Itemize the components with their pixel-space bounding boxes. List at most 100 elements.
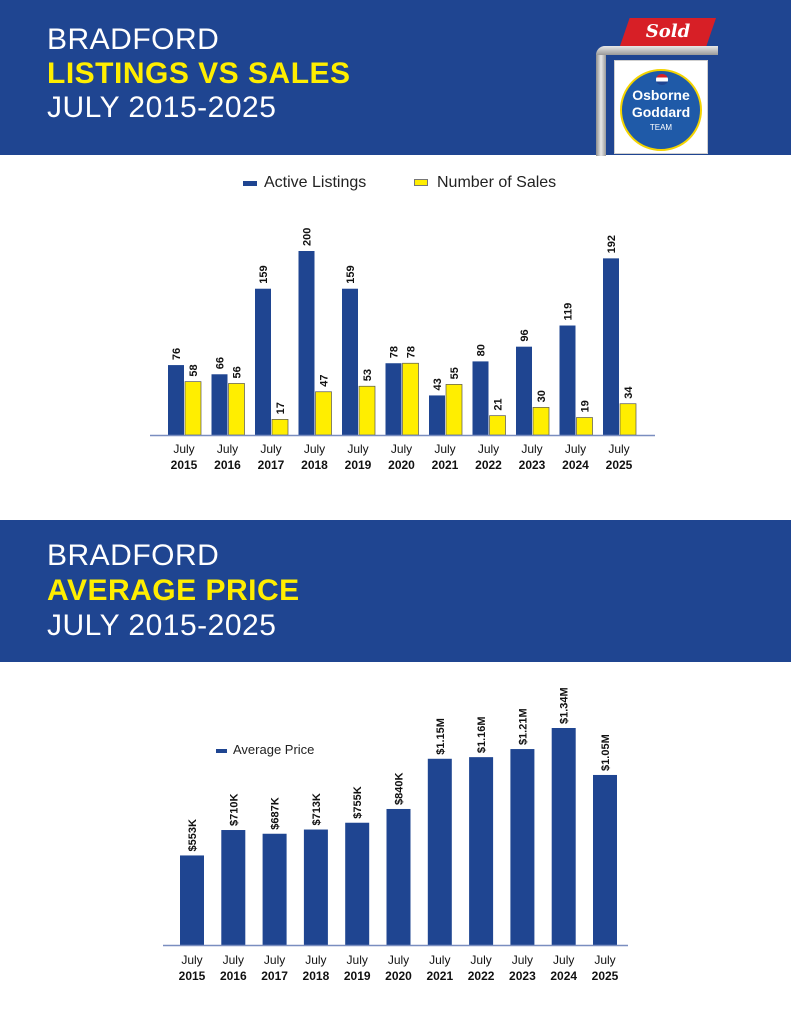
data-label-number-of-sales-july-2018: 47: [319, 375, 331, 387]
x-tick-label-july-2017: July: [264, 953, 285, 967]
data-label-average-price-july-2016: $710K: [228, 794, 240, 826]
legend-swatch-average-price: [216, 749, 227, 753]
data-label-active-listings-july-2019: 159: [345, 265, 357, 283]
data-label-active-listings-july-2016: 66: [215, 357, 227, 369]
x-tick-label-july-2022: July: [470, 953, 491, 967]
legend-swatch-active-listings: [243, 181, 257, 186]
listings-vs-sales-chart: 76 58 66 56 159 17 200 47 159 53 78 78 43 55 80 21 96 30 1…: [150, 228, 655, 472]
x-tick-label-july-2023-year: 2023: [519, 458, 546, 472]
data-label-number-of-sales-july-2019: 53: [362, 369, 374, 381]
logo-name-3: TEAM: [649, 123, 673, 132]
data-label-average-price-july-2023: $1.21M: [517, 708, 529, 745]
x-tick-label-july-2016: July: [223, 953, 244, 967]
banner-location: BRADFORD: [47, 539, 220, 572]
data-label-active-listings-july-2020: 78: [389, 346, 401, 358]
bar-active-listings-july-2015: [168, 365, 184, 435]
data-label-number-of-sales-july-2015: 58: [188, 364, 200, 376]
x-tick-label-july-2015-year: 2015: [179, 969, 206, 983]
x-tick-label-july-2021: July: [434, 442, 455, 456]
bar-average-price-july-2023: [510, 749, 535, 945]
data-label-number-of-sales-july-2025: 34: [623, 386, 635, 399]
x-tick-label-july-2016: July: [217, 442, 238, 456]
data-label-number-of-sales-july-2016: 56: [232, 366, 244, 378]
bar-active-listings-july-2025: [603, 258, 619, 435]
x-tick-label-july-2023: July: [512, 953, 533, 967]
x-tick-label-july-2018: July: [304, 442, 325, 456]
x-tick-label-july-2025-year: 2025: [592, 969, 619, 983]
data-label-active-listings-july-2018: 200: [302, 228, 314, 246]
x-tick-label-july-2024: July: [565, 442, 586, 456]
x-tick-label-july-2020: July: [388, 953, 409, 967]
data-label-active-listings-july-2025: 192: [606, 235, 618, 253]
header-banner-price: BRADFORD AVERAGE PRICE JULY 2015-2025: [0, 520, 791, 662]
bar-average-price-july-2016: [221, 830, 246, 945]
data-label-active-listings-july-2022: 80: [476, 344, 488, 356]
data-label-number-of-sales-july-2022: 21: [493, 398, 505, 410]
bar-average-price-july-2025: [593, 774, 617, 945]
banner-period: JULY 2015-2025: [47, 91, 277, 124]
bar-average-price-july-2021: [427, 758, 452, 945]
x-tick-label-july-2018-year: 2018: [301, 458, 328, 472]
logo-name-1: Osborne: [632, 87, 690, 103]
bar-active-listings-july-2022: [472, 361, 489, 435]
x-tick-label-july-2018: July: [305, 953, 326, 967]
x-tick-label-july-2025: July: [594, 953, 615, 967]
banner-period: JULY 2015-2025: [47, 609, 277, 642]
bar-active-listings-july-2019: [342, 288, 358, 435]
data-label-number-of-sales-july-2020: 78: [406, 346, 418, 358]
x-tick-label-july-2020-year: 2020: [388, 458, 415, 472]
bar-average-price-july-2015: [180, 855, 204, 945]
data-label-number-of-sales-july-2023: 30: [536, 390, 548, 402]
sold-sign: Sold: [620, 18, 716, 46]
data-label-average-price-july-2017: $687K: [270, 797, 282, 829]
x-tick-label-july-2016-year: 2016: [214, 458, 241, 472]
x-tick-label-july-2025-year: 2025: [606, 458, 633, 472]
x-tick-label-july-2023-year: 2023: [509, 969, 536, 983]
data-label-average-price-july-2019: $755K: [352, 786, 364, 818]
x-tick-label-july-2017-year: 2017: [261, 969, 288, 983]
bar-active-listings-july-2020: [385, 363, 402, 435]
x-tick-label-july-2022-year: 2022: [468, 969, 495, 983]
data-label-number-of-sales-july-2021: 55: [449, 367, 461, 379]
x-tick-label-july-2022-year: 2022: [475, 458, 502, 472]
x-tick-label-july-2021-year: 2021: [432, 458, 459, 472]
sign-board: Osborne Goddard TEAM: [614, 60, 708, 154]
legend-label-number-of-sales: Number of Sales: [437, 174, 557, 191]
x-tick-label-july-2017: July: [260, 442, 281, 456]
x-tick-label-july-2020-year: 2020: [385, 969, 412, 983]
x-tick-label-july-2024-year: 2024: [562, 458, 589, 472]
bar-active-listings-july-2024: [559, 325, 576, 435]
x-tick-label-july-2021: July: [429, 953, 450, 967]
bar-average-price-july-2022: [469, 757, 494, 945]
x-tick-label-july-2016-year: 2016: [220, 969, 247, 983]
bar-active-listings-july-2023: [516, 346, 532, 435]
x-tick-label-july-2023: July: [521, 442, 542, 456]
x-tick-label-july-2022: July: [478, 442, 499, 456]
data-label-average-price-july-2020: $840K: [394, 772, 406, 804]
legend-swatch-number-of-sales: [414, 179, 428, 186]
balloon-icon: [656, 74, 668, 85]
data-label-average-price-july-2022: $1.16M: [476, 716, 488, 753]
data-label-number-of-sales-july-2017: 17: [275, 402, 287, 414]
bar-average-price-july-2024: [551, 728, 576, 945]
x-tick-label-july-2019: July: [347, 953, 368, 967]
x-tick-label-july-2024-year: 2024: [550, 969, 577, 983]
data-label-average-price-july-2015: $553K: [187, 819, 199, 851]
bar-average-price-july-2018: [303, 829, 328, 945]
data-label-number-of-sales-july-2024: 19: [580, 400, 592, 412]
banner-title: LISTINGS VS SALES: [47, 57, 351, 90]
x-tick-label-july-2018-year: 2018: [303, 969, 330, 983]
x-tick-label-july-2020: July: [391, 442, 412, 456]
x-tick-label-july-2019: July: [347, 442, 368, 456]
bar-average-price-july-2017: [262, 833, 287, 945]
data-label-average-price-july-2024: $1.34M: [559, 687, 571, 724]
bar-average-price-july-2019: [345, 822, 370, 945]
logo-name-2: Goddard: [631, 104, 691, 120]
team-logo: Sold Osborne Goddard TEAM: [594, 16, 724, 156]
data-label-active-listings-july-2017: 159: [258, 265, 270, 283]
x-tick-label-july-2015-year: 2015: [171, 458, 198, 472]
data-label-average-price-july-2025: $1.05M: [600, 734, 612, 771]
x-tick-label-july-2021-year: 2021: [426, 969, 453, 983]
x-tick-label-july-2015: July: [181, 953, 202, 967]
sign-post: [596, 46, 606, 156]
